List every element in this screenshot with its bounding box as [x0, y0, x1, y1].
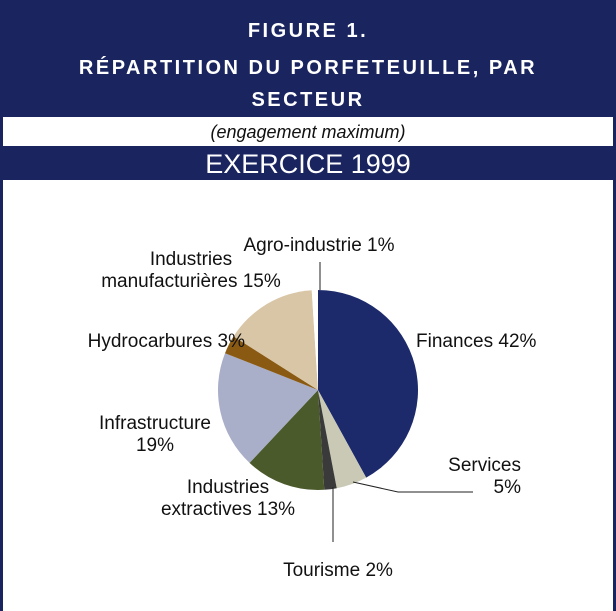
value-label: 19% [135, 435, 175, 456]
value-label: 3% [217, 331, 245, 352]
value-label: 1% [367, 235, 395, 256]
slice-label: Hydrocarbures 3% [23, 331, 245, 353]
category-label: Industries extractives [160, 477, 270, 520]
figure-title: RÉPARTITION DU PORFETEUILLE, PAR SECTEUR [78, 57, 538, 111]
pie-slice [233, 290, 318, 390]
value-label: 5% [493, 477, 521, 498]
slice-label: Services 5% [431, 455, 521, 499]
pie-slice [249, 390, 325, 490]
figure-number: FIGURE 1. [247, 20, 369, 42]
category-label: Hydrocarbures [87, 331, 213, 352]
slice-label: Infrastructure 19% [85, 413, 225, 457]
leader-line [352, 481, 473, 493]
slice-label: Tourisme 2% [253, 560, 423, 582]
slice-label: Industries extractives 13% [143, 477, 313, 521]
category-label: Industries manufacturières [101, 249, 238, 292]
pie-slice [318, 390, 367, 489]
value-label: 13% [257, 499, 296, 520]
category-label: Finances [416, 331, 494, 352]
slice-label: Agro-industrie 1% [203, 235, 435, 257]
pie-slice [318, 390, 337, 490]
category-label: Services [448, 455, 521, 476]
category-label: Infrastructure [99, 413, 211, 434]
pie-slice [218, 353, 318, 463]
pie-slice [318, 290, 418, 478]
category-label: Tourisme [283, 560, 361, 581]
value-label: 42% [498, 331, 537, 352]
header: FIGURE 1. RÉPARTITION DU PORFETEUILLE, P… [3, 0, 613, 117]
category-label: Agro-industrie [243, 235, 362, 256]
pie-slice [311, 290, 318, 390]
value-label: 15% [242, 271, 281, 292]
slice-label: Industries manufacturières 15% [91, 249, 291, 293]
pie-slice [225, 336, 318, 390]
chart [218, 262, 473, 542]
slice-label: Finances 42% [416, 331, 606, 353]
value-label: 2% [365, 560, 393, 581]
year-band: EXERCICE 1999 [3, 146, 613, 180]
subtitle: (engagement maximum) [210, 122, 406, 142]
